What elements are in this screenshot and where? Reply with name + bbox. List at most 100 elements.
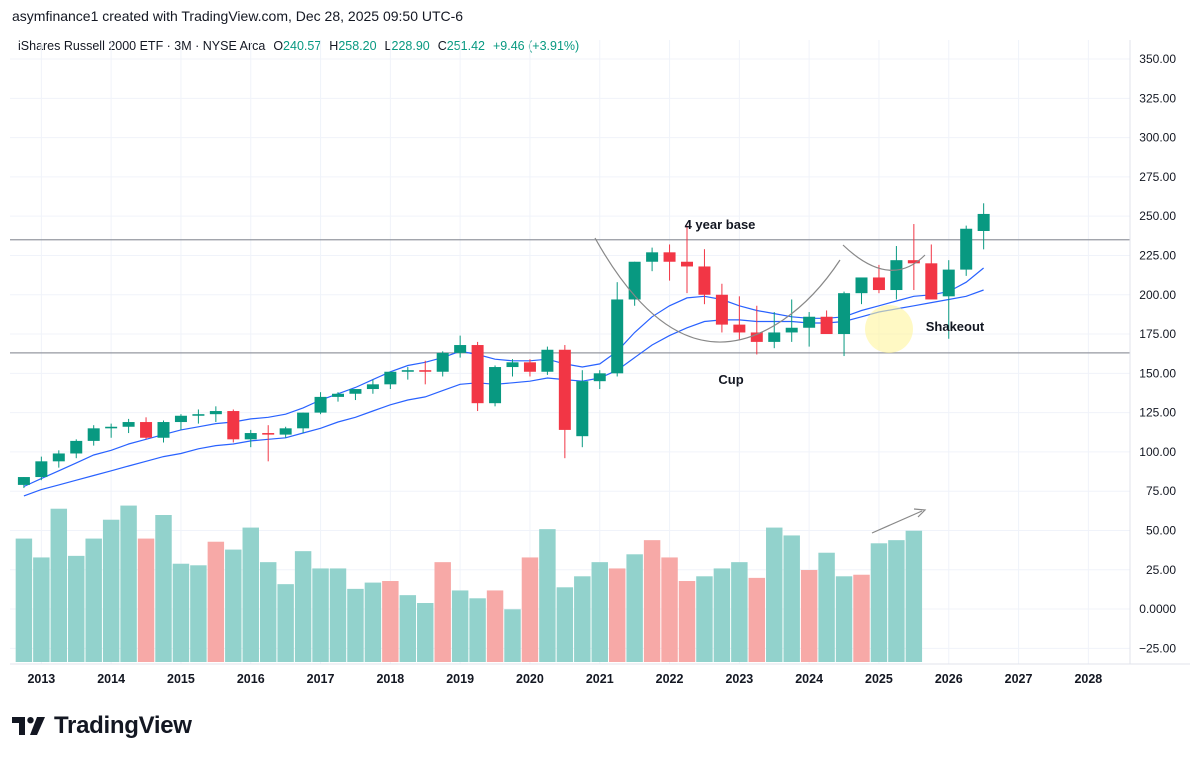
candle[interactable]	[506, 359, 519, 377]
candle[interactable]	[523, 359, 536, 377]
volume-bar	[329, 568, 347, 662]
candle[interactable]	[105, 423, 118, 438]
candle[interactable]	[803, 312, 816, 347]
candle[interactable]	[628, 261, 641, 306]
annotation-cup[interactable]: Cup	[718, 372, 743, 387]
candle[interactable]	[838, 291, 851, 357]
candle[interactable]	[436, 351, 449, 377]
volume-bar	[347, 588, 364, 662]
candle[interactable]	[17, 477, 30, 489]
tradingview-logo[interactable]: TradingView	[12, 712, 192, 740]
candle[interactable]	[768, 312, 781, 349]
candle[interactable]	[262, 425, 275, 462]
candle[interactable]	[209, 406, 222, 423]
volume-trend-arrow[interactable]	[871, 510, 923, 534]
volume-bar	[800, 570, 818, 662]
volume-bar	[905, 530, 923, 662]
volume-bar	[504, 609, 521, 662]
candle[interactable]	[907, 224, 920, 291]
open-value: 240.57	[283, 39, 322, 53]
volume-bar	[608, 568, 626, 662]
candle[interactable]	[681, 225, 693, 294]
candle-body	[401, 370, 414, 372]
cup-curve[interactable]	[594, 237, 841, 343]
annotation-shakeout[interactable]: Shakeout	[926, 319, 985, 334]
annotations[interactable]: 4 year base Cup Shakeout	[594, 217, 985, 534]
candle[interactable]	[140, 417, 153, 440]
candle[interactable]	[646, 247, 659, 272]
candle[interactable]	[576, 370, 589, 448]
candle[interactable]	[855, 277, 868, 305]
candle[interactable]	[489, 365, 502, 407]
candle[interactable]	[977, 203, 990, 250]
time-axis[interactable]: 2013 2014 2015 2016 2017 2018 2019 2020 2021 2022…	[27, 672, 1102, 686]
candle[interactable]	[52, 450, 65, 468]
volume-bar	[574, 576, 591, 662]
annotation-base[interactable]: 4 year base	[685, 217, 756, 232]
candle[interactable]	[87, 425, 100, 446]
candle[interactable]	[558, 345, 571, 459]
candle[interactable]	[471, 341, 484, 412]
candle[interactable]	[715, 283, 728, 333]
candle[interactable]	[820, 310, 833, 335]
shakeout-highlight[interactable]	[865, 305, 913, 353]
candle[interactable]	[122, 418, 135, 434]
candle[interactable]	[785, 299, 798, 342]
candle[interactable]	[750, 305, 763, 355]
candle-body	[279, 428, 292, 435]
time-tick-label: 2026	[935, 672, 963, 686]
candle[interactable]	[35, 456, 48, 481]
candles[interactable]	[17, 203, 990, 489]
volume-bar	[102, 519, 120, 662]
price-tick-label: 175.00	[1139, 327, 1176, 341]
candle[interactable]	[663, 244, 676, 281]
candle[interactable]	[733, 296, 746, 341]
candle[interactable]	[244, 429, 257, 448]
volume-bar	[294, 551, 312, 662]
price-tick-label: 200.00	[1139, 288, 1176, 302]
candle[interactable]	[872, 264, 885, 294]
candle[interactable]	[960, 225, 973, 276]
candle[interactable]	[174, 414, 187, 430]
candle[interactable]	[157, 420, 170, 443]
candle[interactable]	[314, 392, 327, 415]
price-tick-label: 275.00	[1139, 170, 1176, 184]
time-tick-label: 2015	[167, 672, 195, 686]
candle[interactable]	[419, 360, 432, 385]
candle[interactable]	[401, 367, 414, 380]
volume-bar	[85, 538, 102, 662]
volume-bar	[451, 590, 469, 662]
candle-body	[785, 327, 798, 333]
candle-body	[192, 414, 205, 416]
candle[interactable]	[366, 379, 379, 394]
candle[interactable]	[942, 260, 955, 339]
handle-curve[interactable]	[842, 244, 926, 271]
candle[interactable]	[279, 426, 292, 438]
candle[interactable]	[593, 370, 606, 390]
candle[interactable]	[925, 244, 938, 300]
candle[interactable]	[227, 409, 240, 443]
candle[interactable]	[70, 439, 83, 459]
volume-bar	[277, 584, 294, 662]
candle-body	[611, 299, 624, 374]
volume-bar	[783, 535, 800, 662]
candle-body	[227, 411, 240, 440]
candle[interactable]	[611, 282, 624, 377]
candle[interactable]	[454, 335, 467, 358]
candle[interactable]	[384, 371, 397, 390]
candle[interactable]	[297, 412, 310, 434]
time-tick-label: 2021	[586, 672, 614, 686]
candle[interactable]	[332, 392, 344, 402]
symbol-title[interactable]: iShares Russell 2000 ETF · 3M · NYSE Arc…	[18, 39, 266, 53]
candle-body	[593, 373, 606, 382]
price-axis[interactable]: 350.00 325.00 300.00 275.00 250.00 225.00 200.…	[1139, 52, 1176, 655]
volume-bar	[539, 529, 556, 662]
candle[interactable]	[541, 346, 554, 375]
volume-bar	[643, 540, 661, 662]
candle[interactable]	[698, 249, 711, 305]
candle[interactable]	[192, 409, 205, 424]
volume-bar	[486, 590, 504, 662]
candle[interactable]	[349, 389, 362, 401]
candle[interactable]	[890, 246, 903, 300]
